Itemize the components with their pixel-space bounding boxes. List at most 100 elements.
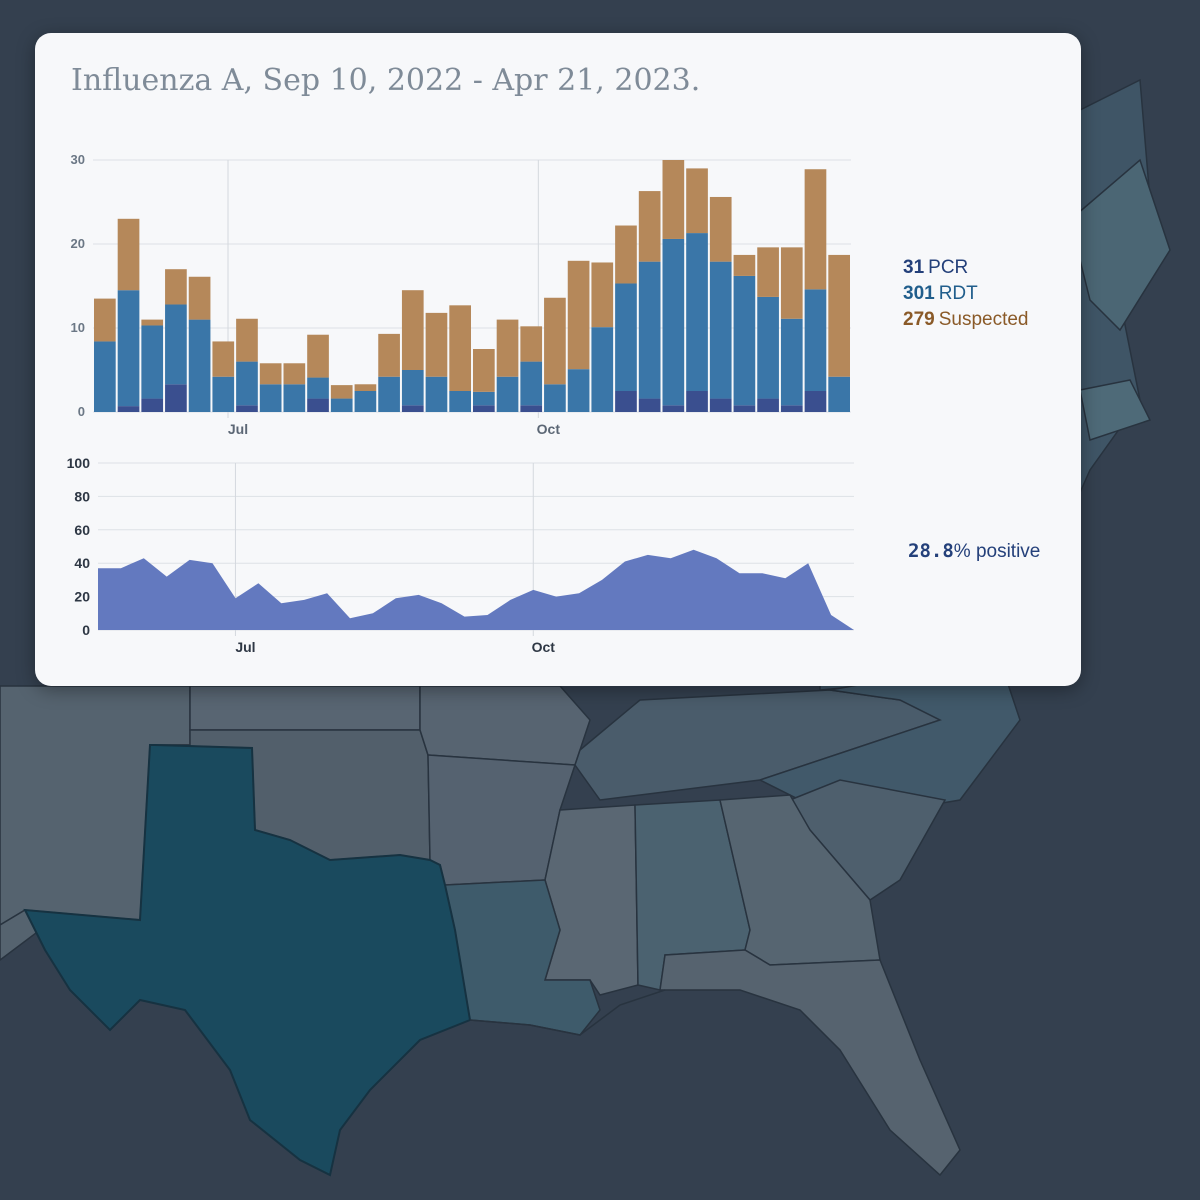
bar-segment-rdt [378, 376, 400, 412]
bar-segment-pcr [638, 398, 661, 412]
bar-segment-suspected [804, 169, 827, 290]
bar-segment-pcr [804, 391, 827, 412]
area-xtick-label: Jul [235, 639, 255, 655]
bar-segment-rdt [473, 391, 495, 406]
bar-segment-suspected [425, 312, 448, 377]
bar-segment-suspected [496, 319, 519, 377]
bar-ytick-label: 20 [71, 236, 85, 251]
bar-segment-suspected [473, 349, 495, 392]
area-ytick-label: 40 [74, 555, 90, 571]
bar-segment-suspected [544, 297, 566, 385]
bar-segment-suspected [378, 333, 400, 377]
bar-segment-rdt [94, 341, 116, 412]
bar-segment-rdt [733, 275, 756, 406]
legend-suspected-label: Suspected [938, 309, 1029, 330]
bar-segment-rdt [212, 376, 235, 412]
bar-ytick-label: 30 [71, 152, 85, 167]
bar-segment-pcr [757, 398, 779, 412]
bar-segment-suspected [757, 247, 779, 297]
legend-pcr: 31 PCR [903, 255, 1029, 281]
bar-ytick-label: 0 [78, 404, 85, 419]
legend: 31 PCR 301 RDT 279 Suspected [903, 255, 1029, 333]
legend-rdt: 301 RDT [903, 281, 1029, 307]
bar-segment-suspected [188, 276, 211, 320]
bar-segment-rdt [709, 261, 732, 399]
bar-segment-suspected [591, 262, 614, 328]
bar-segment-pcr [615, 391, 637, 412]
bar-segment-rdt [804, 289, 827, 391]
bar-segment-rdt [117, 290, 140, 407]
bar-segment-suspected [259, 363, 282, 385]
area-ytick-label: 60 [74, 522, 90, 538]
bar-segment-rdt [188, 319, 211, 412]
chart-card: Influenza A, Sep 10, 2022 - Apr 21, 2023… [35, 33, 1081, 686]
bar-segment-pcr [709, 398, 732, 412]
bar-xtick-label: Jul [228, 421, 248, 437]
state-maine [1069, 158, 1171, 332]
positivity-suffix: % positive [953, 541, 1041, 562]
bar-ytick-label: 10 [71, 320, 85, 335]
bar-segment-pcr [307, 398, 329, 412]
area-ytick-label: 100 [67, 455, 91, 471]
bar-segment-rdt [283, 384, 306, 412]
state-florida [659, 949, 961, 1177]
bar-segment-rdt [449, 391, 471, 412]
bar-segment-rdt [591, 327, 614, 412]
bar-segment-pcr [662, 405, 685, 412]
bar-segment-rdt [567, 369, 590, 412]
legend-suspected: 279 Suspected [903, 307, 1029, 333]
area-ytick-label: 80 [74, 488, 90, 504]
bar-segment-pcr [473, 405, 495, 412]
bar-segment-rdt [496, 376, 519, 412]
bar-segment-rdt [615, 283, 637, 391]
legend-rdt-label: RDT [938, 283, 978, 304]
bar-segment-suspected [117, 218, 140, 291]
bar-segment-rdt [757, 296, 779, 399]
bar-segment-suspected [709, 196, 732, 262]
state-massachusetts [1079, 379, 1152, 441]
bar-segment-rdt [307, 377, 329, 399]
bar-segment-rdt [259, 384, 282, 412]
legend-pcr-label: PCR [928, 257, 969, 278]
state-kansas [189, 685, 421, 731]
bar-segment-pcr [520, 405, 543, 412]
bar-segment-rdt [638, 261, 661, 399]
legend-pcr-count: 31 [903, 257, 925, 278]
bar-segment-suspected [141, 319, 164, 326]
bar-segment-rdt [686, 233, 708, 391]
state-missouri [419, 685, 591, 766]
state-mississippi [543, 804, 639, 996]
bar-segment-suspected [615, 225, 637, 284]
bar-segment-rdt [780, 318, 803, 406]
bar-segment-pcr [733, 405, 756, 412]
gulf-coast [469, 989, 666, 1036]
bar-segment-suspected [236, 318, 258, 362]
bar-segment-pcr [686, 391, 708, 412]
bar-segment-rdt [354, 391, 377, 412]
positivity-summary: 28.8% positive [908, 540, 1040, 563]
bar-segment-pcr [141, 398, 164, 412]
bar-segment-suspected [165, 269, 187, 305]
bar-segment-suspected [520, 326, 543, 362]
bar-segment-suspected [94, 298, 116, 342]
bar-segment-rdt [165, 304, 187, 385]
bar-xtick-label: Oct [537, 421, 561, 437]
bar-segment-pcr [165, 384, 187, 412]
bar-segment-rdt [425, 376, 448, 412]
bar-segment-suspected [638, 191, 661, 262]
bar-segment-suspected [686, 168, 708, 234]
bar-segment-rdt [828, 376, 850, 412]
legend-rdt-count: 301 [903, 283, 935, 304]
bar-segment-rdt [544, 384, 566, 412]
bar-segment-rdt [330, 398, 353, 412]
legend-suspected-count: 279 [903, 309, 935, 330]
bar-segment-pcr [236, 405, 258, 412]
bar-segment-pcr [117, 406, 140, 412]
bar-segment-pcr [780, 405, 803, 412]
bar-segment-rdt [520, 361, 543, 406]
bar-segment-pcr [401, 405, 424, 412]
bar-segment-suspected [449, 305, 471, 391]
bar-segment-suspected [401, 290, 424, 370]
area-xtick-label: Oct [532, 639, 556, 655]
bar-segment-suspected [212, 341, 235, 377]
